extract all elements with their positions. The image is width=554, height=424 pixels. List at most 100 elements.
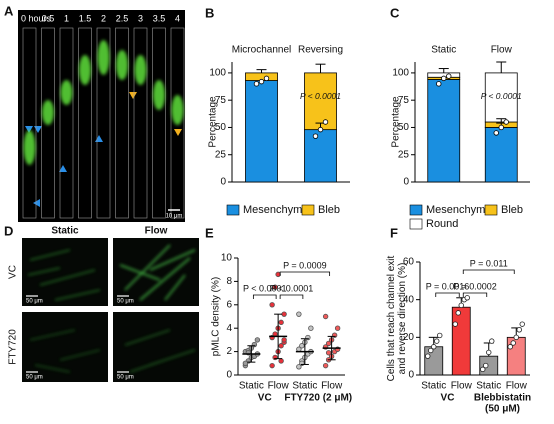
p-value: P < 0.0001 [270, 283, 314, 293]
data-point [299, 343, 305, 349]
bar [479, 355, 499, 376]
channel [22, 27, 37, 219]
time-label: 0.5 [42, 13, 55, 23]
data-point [483, 362, 489, 369]
time-label: 1.5 [79, 13, 92, 23]
panel-label: B [205, 5, 214, 20]
data-point [308, 325, 314, 331]
data-point [441, 75, 447, 82]
cell [153, 80, 165, 110]
scale-bar-label: 50 μm [117, 299, 134, 305]
panel-d-images [22, 238, 199, 382]
arrows [25, 92, 182, 207]
scale-bar-label: 50 μm [26, 299, 43, 305]
data-point [296, 311, 302, 317]
data-point [253, 81, 260, 87]
y-axis-label: Percentage [208, 96, 219, 148]
y-tick-label: 4 [226, 323, 232, 334]
cell [124, 329, 196, 373]
group-label: (50 μM) [485, 404, 520, 415]
cell [60, 80, 73, 105]
y-tick-label: 50 [398, 122, 410, 133]
y-axis-label: pMLC density (%) [211, 277, 222, 356]
cell [79, 55, 91, 85]
legend-swatch [301, 204, 315, 216]
data-point [263, 75, 270, 82]
legend-label: Bleb [501, 204, 523, 216]
scale-bar-label: 50 μm [117, 375, 134, 381]
significance-bracket [252, 294, 277, 299]
data-point [254, 337, 261, 343]
y-tick-label: 0 [403, 177, 409, 188]
data-point [498, 124, 504, 131]
data-point [486, 349, 492, 356]
data-point [452, 321, 458, 327]
data-point [296, 364, 302, 370]
y-tick-label: 20 [403, 332, 415, 343]
data-point [334, 325, 341, 331]
y-tick-label: 75 [398, 95, 410, 106]
column-label: Static [51, 226, 79, 237]
cell [42, 100, 54, 125]
data-point [322, 313, 329, 320]
bar [424, 346, 444, 376]
annotation: P < 0.0001 [300, 91, 341, 101]
row-label: VC [8, 265, 19, 279]
arrow [59, 165, 67, 172]
channel [115, 27, 129, 219]
y-tick-label: 0 [408, 370, 414, 381]
legend-label: Mesenchymal [243, 204, 311, 216]
data-point [437, 332, 443, 339]
category-label: Static [292, 381, 317, 392]
category-label: Flow [451, 381, 473, 392]
data-point [325, 340, 332, 347]
significance-bracket [279, 271, 331, 276]
category-label: Microchannel [232, 45, 291, 56]
channel [59, 27, 74, 219]
time-label: 1 [64, 13, 69, 23]
scale-bar-label: 10 μm [166, 214, 183, 220]
category-label: Static [421, 381, 446, 392]
arrow [129, 92, 137, 99]
cell [119, 244, 196, 301]
arrow [33, 199, 40, 207]
y-tick-label: 50 [215, 122, 227, 133]
data-point [317, 126, 324, 133]
y-axis-label: and reverse direction (%) [397, 263, 408, 375]
legend-swatch [226, 204, 240, 216]
data-point [436, 81, 442, 87]
y-tick-label: 100 [209, 68, 226, 79]
y-tick-label: 75 [215, 95, 227, 106]
micrograph [113, 238, 199, 306]
y-axis-label: Cells that reach channel exit [386, 255, 397, 381]
cell [97, 40, 110, 75]
data-point [278, 358, 284, 364]
p-value: P < 0.0001 [243, 283, 287, 293]
data-point [269, 302, 275, 308]
time-label: 3.5 [153, 13, 166, 23]
category-label: Flow [321, 381, 343, 392]
y-tick-label: 2 [226, 346, 232, 357]
cell [171, 95, 184, 125]
y-tick-label: 100 [392, 68, 409, 79]
group-label: VC [441, 393, 455, 404]
data-point [510, 340, 516, 346]
column-label: Flow [145, 226, 168, 237]
panel-label: C [390, 5, 400, 20]
time-label: 0 hours [21, 13, 52, 23]
chart: 0 25 50 75 100 Percentage Microchannel Reversin… [208, 45, 350, 216]
category-label: Static [431, 45, 456, 56]
data-point [434, 338, 440, 344]
bar-segment [484, 72, 518, 123]
p-value: P = 0.0002 [453, 281, 497, 291]
data-point [431, 344, 437, 350]
group-label: Blebbistatin [474, 393, 531, 404]
y-tick-label: 0 [220, 177, 226, 188]
data-point [272, 284, 278, 290]
data-point [489, 338, 495, 344]
bar-segment [427, 79, 461, 183]
time-label: 2.5 [116, 13, 129, 23]
group-label: FTY720 (2 μM) [284, 393, 352, 404]
